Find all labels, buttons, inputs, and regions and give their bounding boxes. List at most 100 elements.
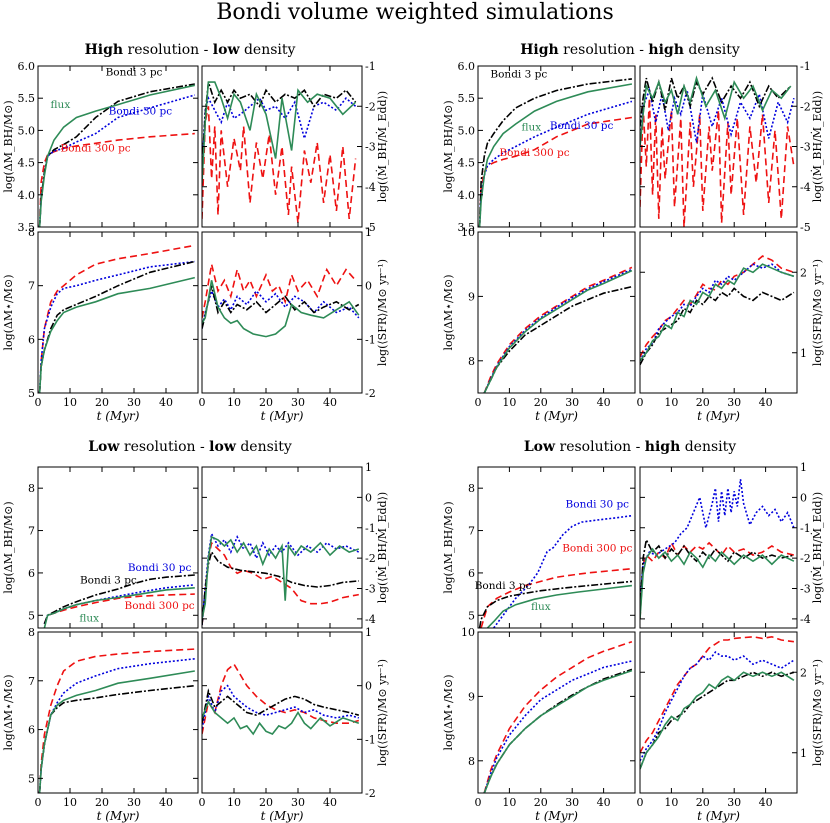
xaxis-label: t (Myr) — [535, 809, 578, 823]
xtick-label: 10 — [502, 396, 516, 409]
series-label-bondi300: Bondi 300 pc — [562, 543, 632, 555]
series-label-flux: flux — [51, 99, 71, 111]
series-label-bondi300: Bondi 300 pc — [499, 147, 569, 159]
panel-title-sep: resolution - — [555, 439, 645, 455]
xtick-label: 10 — [664, 396, 678, 409]
axes-LH-bh: 5 6 7 8 log(ΔM_BH/M⊙) Bondi 30 pc Bondi 300 pc… — [442, 467, 635, 628]
xtick-label: 40 — [159, 796, 173, 809]
series-flux-HL-edd — [202, 81, 357, 183]
series-bondi30-HH-ms — [483, 268, 633, 393]
series-flux-LL-edd — [202, 535, 360, 620]
panel-title-HL: High resolution - low density — [30, 42, 350, 58]
ytick-label: -4 — [365, 613, 376, 626]
ytick-label: -4 — [800, 613, 811, 626]
ytick-label: 4.0 — [458, 189, 476, 202]
panel-title-suffix: density — [235, 439, 292, 455]
series-bondi300-HL-ms — [38, 244, 195, 393]
xtick-label: 30 — [127, 796, 141, 809]
ytick-label: 0 — [365, 680, 372, 693]
xtick-label: 30 — [291, 396, 305, 409]
xtick-label: 0 — [35, 396, 42, 409]
xaxis-label: t (Myr) — [261, 409, 304, 423]
ytick-label: 5.0 — [18, 124, 36, 137]
ytick-label: 6 — [28, 724, 35, 737]
xtick-label: 10 — [502, 796, 516, 809]
axes-HH-edd: -5 -4 -3 -2 -1 log(⟨Ṁ_BH/Ṁ_Edd⟩) — [639, 60, 824, 234]
ytick-label: 8 — [28, 482, 35, 495]
yaxis-label-edd: log(⟨Ṁ_BH/Ṁ_Edd⟩) — [375, 492, 389, 603]
frame-LL-edd — [201, 466, 363, 629]
ytick-label: 8 — [28, 226, 35, 239]
ytick-label: 8 — [468, 355, 475, 368]
xtick-label: 20 — [534, 796, 548, 809]
yaxis-label-ms: log(ΔM⋆/M⊙) — [442, 274, 455, 350]
series-bondi3-LH-edd — [640, 537, 795, 613]
ytick-label: 1 — [365, 461, 372, 474]
ytick-label: 5 — [468, 609, 475, 622]
frame-HL-bh — [37, 65, 199, 228]
axes-LH-ms: 8 9 10 0 10 20 30 40 t (Myr) log(ΔM⋆/M⊙) — [442, 626, 635, 823]
xtick-label: 10 — [63, 396, 77, 409]
xtick-label: 0 — [475, 796, 482, 809]
xtick-label: 40 — [597, 796, 611, 809]
series-flux-HH-edd — [640, 75, 792, 147]
series-label-bondi3: Bondi 3 pc — [106, 67, 163, 79]
ytick-label: 7 — [28, 280, 35, 293]
panel-title-density: low — [212, 42, 240, 58]
ytick-label: -1 — [365, 522, 376, 535]
series-bondi3-LH-ms — [483, 668, 633, 793]
xaxis-label: t (Myr) — [697, 809, 740, 823]
series-label-bondi300: Bondi 300 pc — [124, 600, 194, 612]
xaxis-label: t (Myr) — [97, 409, 140, 423]
yaxis-label-bh: log(ΔM_BH/M⊙) — [442, 100, 455, 192]
series-flux-HL-sfr — [202, 280, 360, 338]
ytick-label: 5 — [28, 772, 35, 785]
panel-title-density: high — [648, 42, 684, 58]
series-bondi30-HL-ms — [38, 260, 195, 393]
panel-title-sep: resolution - — [558, 42, 649, 58]
series-flux-LL-ms — [38, 670, 195, 793]
ytick-label: 4.5 — [458, 157, 476, 170]
series-bondi3-LL-sfr — [202, 688, 360, 724]
xtick-label: 30 — [727, 796, 741, 809]
ytick-label: 0 — [365, 280, 372, 293]
yaxis-label-ms: log(ΔM⋆/M⊙) — [442, 674, 455, 750]
xtick-label: 30 — [727, 396, 741, 409]
panel-title-resolution: Low — [523, 439, 556, 455]
xtick-label: 30 — [291, 796, 305, 809]
xtick-label: 20 — [95, 796, 109, 809]
xtick-label: 0 — [637, 396, 644, 409]
ytick-label: 8 — [28, 626, 35, 639]
yaxis-label-ms: log(ΔM⋆/M⊙) — [2, 674, 15, 750]
panel-title-HH: High resolution - high density — [470, 42, 790, 58]
frame-LL-bh — [37, 466, 199, 629]
yaxis-label-sfr: log(⟨SFR⟩/M⊙ yr⁻¹) — [376, 259, 389, 366]
frame-HH-sfr — [639, 231, 798, 394]
ytick-label: -3 — [800, 141, 811, 154]
frame-HL-sfr — [201, 231, 363, 394]
xtick-label: 40 — [323, 796, 337, 809]
xtick-label: 10 — [227, 396, 241, 409]
series-bondi30-HH-sfr — [640, 263, 795, 362]
series-label-bondi3: Bondi 3 pc — [490, 69, 547, 81]
series-flux-LH-ms — [483, 669, 633, 793]
yaxis-label-bh: log(ΔM_BH/M⊙) — [2, 100, 15, 192]
series-flux-HH-sfr — [640, 263, 795, 362]
yaxis-label-ms: log(ΔM⋆/M⊙) — [2, 274, 15, 350]
ytick-label: 2 — [800, 266, 807, 279]
axes-HH-ms: 8 9 10 0 10 20 30 40 t (Myr) log(ΔM⋆/M⊙) — [442, 226, 635, 423]
xtick-label: 40 — [323, 396, 337, 409]
axes-LH-edd: -4 -3 -2 -1 0 1 log(⟨Ṁ_BH/Ṁ_Edd⟩) — [639, 461, 824, 628]
series-bondi30-LH-bh — [493, 514, 633, 628]
ytick-label: 10 — [461, 626, 475, 639]
panel-title-density: high — [644, 439, 681, 455]
xtick-label: 40 — [759, 796, 773, 809]
series-bondi3-HH-sfr — [640, 287, 795, 366]
xtick-label: 0 — [35, 796, 42, 809]
ytick-label: 10 — [461, 226, 475, 239]
xtick-label: 30 — [127, 396, 141, 409]
axes-LL-edd: -4 -3 -2 -1 0 1 log(⟨Ṁ_BH/Ṁ_Edd⟩) — [201, 461, 389, 628]
ytick-label: 4.0 — [18, 189, 36, 202]
